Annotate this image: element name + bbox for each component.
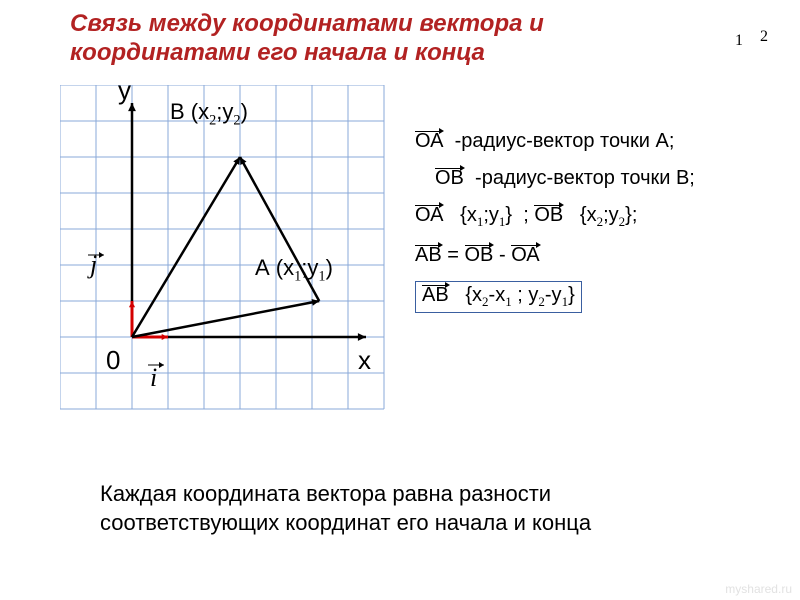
formula-ob-radius: ОВ -радиус-вектор точки В; xyxy=(415,167,785,190)
vec-ob: ОВ xyxy=(435,167,464,190)
formula-coords: ОА {х1;у1} ; ОВ {х2;у2}; xyxy=(415,204,785,230)
vec-oa: ОА xyxy=(415,130,443,153)
page-number-2: 2 xyxy=(760,28,768,46)
footer-conclusion: Каждая координата вектора равна разности… xyxy=(100,480,720,537)
watermark: myshared.ru xyxy=(725,582,792,596)
j-unit-label: j xyxy=(90,250,97,280)
point-a-label: А (х1;у1) xyxy=(255,255,333,285)
formula-ab-result: АВ {х2-х1 ; у2-у1} xyxy=(415,281,785,313)
i-unit-label: i xyxy=(150,363,157,393)
point-b-label: В (х2;у2) xyxy=(170,99,248,129)
coordinate-diagram: у х 0 i j А (х1;у1) В (х2;у2) xyxy=(60,85,390,415)
origin-label: 0 xyxy=(106,345,120,376)
y-axis-label: у xyxy=(118,75,131,106)
slide-title: Связь между координатами вектора и коорд… xyxy=(70,10,720,68)
formula-ab-eq: АВ = ОВ - ОА xyxy=(415,244,785,267)
x-axis-label: х xyxy=(358,345,371,376)
formula-oa-radius: ОА -радиус-вектор точки А; xyxy=(415,130,785,153)
formulas-block: ОА -радиус-вектор точки А; ОВ -радиус-ве… xyxy=(415,130,785,327)
page-number-1: 1 xyxy=(735,32,743,50)
